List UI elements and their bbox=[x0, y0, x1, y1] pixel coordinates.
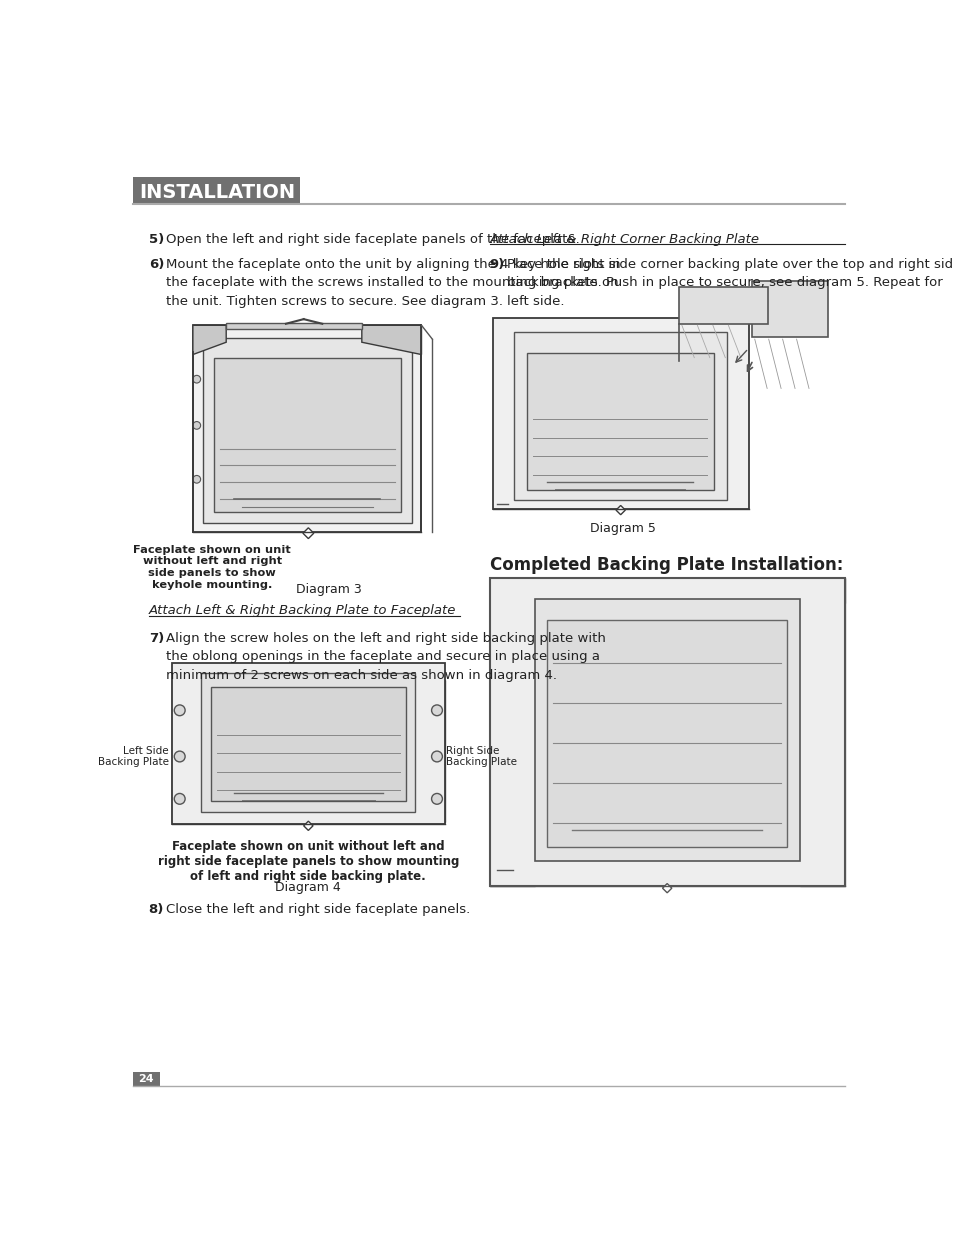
Text: Completed Backing Plate Installation:: Completed Backing Plate Installation: bbox=[489, 556, 842, 574]
Bar bbox=[203, 338, 412, 524]
Text: 9): 9) bbox=[489, 258, 504, 270]
Circle shape bbox=[431, 751, 442, 762]
Polygon shape bbox=[303, 821, 313, 830]
Bar bbox=[799, 578, 843, 885]
Bar bbox=[172, 662, 444, 824]
Text: Faceplate shown on unit without left and
right side faceplate panels to show mou: Faceplate shown on unit without left and… bbox=[157, 840, 458, 883]
Circle shape bbox=[174, 793, 185, 804]
Text: Align the screw holes on the left and right side backing plate with
the oblong o: Align the screw holes on the left and ri… bbox=[166, 632, 605, 682]
Text: Faceplate shown on unit
without left and right
side panels to show
keyhole mount: Faceplate shown on unit without left and… bbox=[133, 545, 291, 589]
Text: Diagram 5: Diagram 5 bbox=[590, 521, 656, 535]
Text: Place the right side corner backing plate over the top and right side
backing pl: Place the right side corner backing plat… bbox=[506, 258, 953, 308]
Text: 6): 6) bbox=[149, 258, 164, 270]
Bar bbox=[546, 620, 786, 847]
Bar bbox=[534, 599, 799, 861]
Text: 7): 7) bbox=[149, 632, 164, 645]
Bar bbox=[514, 332, 726, 500]
Text: Left Side
Backing Plate: Left Side Backing Plate bbox=[98, 746, 169, 767]
Polygon shape bbox=[661, 883, 671, 893]
Polygon shape bbox=[303, 527, 314, 538]
Bar bbox=[489, 578, 843, 603]
Polygon shape bbox=[361, 325, 421, 354]
Bar bbox=[213, 358, 401, 513]
Bar bbox=[526, 353, 714, 490]
Text: Diagram 4: Diagram 4 bbox=[275, 882, 341, 894]
Bar bbox=[679, 287, 767, 324]
Bar bbox=[415, 679, 444, 823]
Bar bbox=[133, 1072, 159, 1086]
Bar bbox=[489, 578, 534, 885]
Bar bbox=[493, 317, 748, 509]
Polygon shape bbox=[193, 325, 226, 354]
Text: Right Side
Backing Plate: Right Side Backing Plate bbox=[446, 746, 517, 767]
Bar bbox=[133, 178, 299, 204]
Text: 5): 5) bbox=[149, 233, 164, 246]
Bar bbox=[172, 679, 201, 823]
Polygon shape bbox=[174, 666, 429, 683]
Bar bbox=[211, 687, 406, 802]
Circle shape bbox=[193, 375, 200, 383]
Bar bbox=[193, 325, 421, 531]
Bar bbox=[489, 578, 843, 885]
Bar bbox=[226, 324, 361, 330]
Circle shape bbox=[431, 705, 442, 716]
Circle shape bbox=[193, 475, 200, 483]
Text: 8): 8) bbox=[149, 903, 164, 916]
Circle shape bbox=[174, 751, 185, 762]
Text: 24: 24 bbox=[138, 1074, 154, 1084]
Text: Diagram 3: Diagram 3 bbox=[295, 583, 361, 597]
Bar bbox=[201, 673, 415, 811]
Circle shape bbox=[431, 793, 442, 804]
Text: Attach Left & Right Corner Backing Plate: Attach Left & Right Corner Backing Plate bbox=[489, 233, 759, 246]
Text: INSTALLATION: INSTALLATION bbox=[139, 183, 295, 201]
Text: Open the left and right side faceplate panels of the faceplate.: Open the left and right side faceplate p… bbox=[166, 233, 578, 246]
Text: Mount the faceplate onto the unit by aligning the 4 key hole slots in
the facepl: Mount the faceplate onto the unit by ali… bbox=[166, 258, 619, 308]
Bar bbox=[751, 282, 827, 337]
Circle shape bbox=[174, 705, 185, 716]
Text: Close the left and right side faceplate panels.: Close the left and right side faceplate … bbox=[166, 903, 470, 916]
Circle shape bbox=[193, 421, 200, 430]
Text: Attach Left & Right Backing Plate to Faceplate: Attach Left & Right Backing Plate to Fac… bbox=[149, 604, 456, 618]
Polygon shape bbox=[616, 505, 624, 515]
